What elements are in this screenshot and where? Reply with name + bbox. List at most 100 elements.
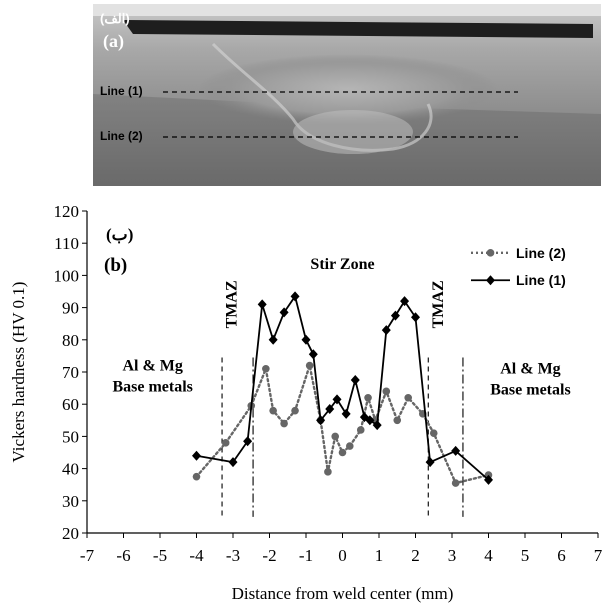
x-tick-label: -7 — [80, 546, 95, 565]
data-point — [393, 416, 402, 425]
y-tick-label: 120 — [54, 202, 80, 221]
data-point — [305, 361, 314, 370]
chart-panel-label: (b) — [104, 255, 127, 276]
data-point — [262, 364, 270, 373]
micrograph-root — [293, 110, 413, 154]
photo-label-fa: (الف) — [100, 11, 130, 26]
x-tick-label: 1 — [375, 546, 384, 565]
base-right-label-1: Al & Mg — [500, 361, 560, 378]
data-point — [324, 468, 332, 476]
micrograph-image: (الف) (a) Line (1) Line (2) — [93, 4, 601, 186]
tmaz-left-label: TMAZ — [224, 280, 241, 328]
stir-zone-label: Stir Zone — [310, 256, 374, 273]
base-left-label-2: Base metals — [112, 378, 192, 395]
data-point — [279, 307, 289, 318]
data-point — [429, 429, 438, 437]
data-point — [350, 375, 360, 386]
data-point — [291, 406, 299, 415]
base-left-label-1: Al & Mg — [122, 357, 182, 374]
weld-micrograph: (الف) (a) Line (1) Line (2) — [93, 4, 601, 186]
legend-label: Line (1) — [516, 272, 566, 288]
y-tick-label: 60 — [62, 395, 79, 414]
data-point — [332, 394, 342, 405]
data-point — [221, 439, 230, 447]
x-tick-label: 3 — [448, 546, 457, 565]
data-point — [356, 426, 365, 434]
data-point — [192, 472, 201, 481]
data-point — [228, 457, 238, 468]
y-tick-label: 90 — [62, 299, 79, 318]
chart-legend: Line (2) Line (1) — [471, 245, 566, 288]
data-point — [451, 445, 461, 456]
x-tick-label: 6 — [557, 546, 566, 565]
data-point — [404, 393, 413, 402]
data-point — [257, 299, 267, 310]
data-point — [381, 325, 391, 336]
y-tick-label: 50 — [62, 427, 79, 446]
data-point — [316, 415, 326, 426]
x-tick-label: -4 — [189, 546, 204, 565]
data-point — [484, 474, 493, 485]
micrograph-dark-band — [123, 20, 593, 38]
tmaz-right-label: TMAZ — [430, 280, 447, 328]
x-tick-label: -1 — [299, 546, 313, 565]
data-point — [243, 436, 253, 447]
data-point — [301, 334, 311, 345]
data-point — [451, 479, 460, 487]
legend-label: Line (2) — [516, 245, 566, 261]
y-tick-label: 30 — [62, 492, 79, 511]
data-point — [390, 310, 400, 321]
hardness-chart: 20 30 40 50 60 70 80 90 100 110 120 -7 -6 -5 -4 -3 -2 -1 0… — [9, 202, 603, 603]
data-point — [308, 349, 318, 360]
legend-marker — [486, 275, 495, 286]
x-tick-label: 7 — [594, 546, 603, 565]
y-tick-label: 20 — [62, 524, 79, 543]
data-point — [372, 420, 382, 431]
data-point — [411, 312, 420, 323]
x-tick-label: -3 — [226, 546, 240, 565]
x-tick-label: 0 — [338, 546, 347, 565]
y-tick-label: 80 — [62, 331, 79, 350]
data-point — [325, 404, 335, 415]
data-point — [341, 408, 351, 419]
series-line-1 — [195, 360, 490, 485]
base-right-label-2: Base metals — [490, 382, 570, 399]
legend-marker — [486, 249, 495, 257]
x-tick-label: 5 — [521, 546, 530, 565]
x-tick-label: -5 — [153, 546, 167, 565]
chart-series — [192, 291, 493, 487]
line-2-label: Line (2) — [100, 129, 143, 143]
data-point — [359, 412, 369, 423]
chart-annotations: Stir Zone TMAZ TMAZ Al & Mg Base metals Al & … — [112, 256, 570, 399]
chart-panel-label-fa: (ب) — [106, 225, 133, 244]
micrograph-top-surface — [93, 4, 601, 16]
data-point — [425, 457, 435, 468]
x-tick-label: -2 — [262, 546, 276, 565]
x-tick-label: 4 — [484, 546, 493, 565]
data-point — [268, 334, 278, 345]
y-tick-label: 40 — [62, 460, 79, 479]
micrograph-stir-zone — [198, 54, 498, 124]
data-point — [290, 291, 300, 302]
x-tick-label: -6 — [116, 546, 130, 565]
data-point — [364, 393, 372, 402]
y-axis-label: Vickers hardness (HV 0.1) — [9, 282, 28, 463]
data-point — [269, 406, 277, 415]
data-point — [280, 419, 288, 428]
data-point — [365, 415, 375, 426]
data-point — [331, 432, 340, 441]
photo-label: (a) — [103, 31, 124, 52]
chart-axes: 20 30 40 50 60 70 80 90 100 110 120 -7 -6 -5 -4 -3 -2 -1 0… — [54, 202, 603, 565]
x-axis-label: Distance from weld center (mm) — [232, 584, 454, 603]
data-point — [400, 296, 410, 307]
zone-boundaries — [221, 357, 464, 517]
data-point — [338, 448, 347, 457]
data-point — [382, 387, 391, 396]
y-tick-label: 100 — [54, 266, 80, 285]
y-tick-label: 70 — [62, 363, 79, 382]
y-tick-label: 110 — [54, 234, 79, 253]
x-tick-label: 2 — [411, 546, 420, 565]
data-point — [346, 442, 354, 450]
data-point — [192, 450, 201, 461]
line-1-label: Line (1) — [100, 84, 143, 98]
